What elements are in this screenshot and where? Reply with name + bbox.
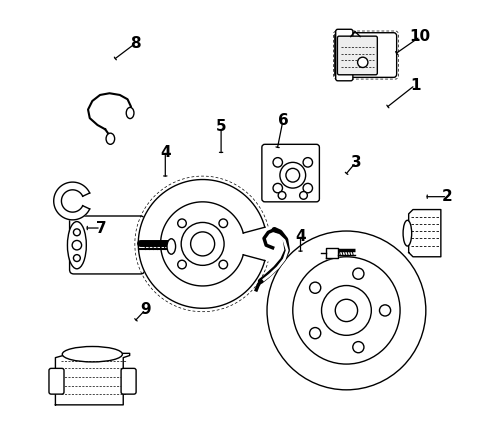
FancyBboxPatch shape	[49, 368, 64, 394]
Circle shape	[74, 254, 80, 261]
FancyBboxPatch shape	[70, 216, 145, 274]
Circle shape	[280, 162, 305, 188]
Circle shape	[273, 158, 282, 167]
Circle shape	[303, 158, 312, 167]
Circle shape	[181, 222, 224, 265]
Circle shape	[72, 241, 82, 250]
Polygon shape	[55, 353, 130, 405]
Circle shape	[303, 183, 312, 193]
FancyBboxPatch shape	[121, 368, 136, 394]
Text: 1: 1	[410, 78, 420, 92]
Circle shape	[178, 260, 186, 269]
Text: 2: 2	[442, 189, 453, 204]
Ellipse shape	[68, 222, 86, 269]
Text: 8: 8	[130, 36, 141, 51]
Text: 5: 5	[216, 119, 226, 134]
Circle shape	[286, 168, 300, 182]
Circle shape	[219, 219, 228, 228]
FancyBboxPatch shape	[336, 29, 353, 81]
Polygon shape	[326, 248, 338, 257]
FancyBboxPatch shape	[337, 36, 377, 75]
Ellipse shape	[403, 220, 412, 246]
Circle shape	[191, 232, 215, 256]
Circle shape	[273, 183, 282, 193]
Ellipse shape	[126, 108, 134, 118]
Text: 3: 3	[351, 155, 361, 170]
Circle shape	[74, 229, 80, 236]
FancyBboxPatch shape	[335, 33, 397, 77]
Circle shape	[278, 191, 286, 199]
Text: 9: 9	[140, 302, 151, 317]
Text: 7: 7	[96, 220, 106, 235]
FancyBboxPatch shape	[262, 144, 320, 202]
Ellipse shape	[167, 239, 175, 254]
Circle shape	[178, 219, 186, 228]
Text: 4: 4	[295, 229, 306, 244]
Polygon shape	[54, 182, 90, 220]
Circle shape	[300, 191, 307, 199]
Polygon shape	[409, 210, 441, 257]
Text: 4: 4	[160, 145, 171, 160]
Text: 10: 10	[410, 29, 431, 44]
Ellipse shape	[62, 346, 122, 362]
Ellipse shape	[106, 133, 114, 144]
Polygon shape	[138, 180, 265, 308]
Circle shape	[219, 260, 228, 269]
Circle shape	[358, 57, 368, 67]
Circle shape	[267, 231, 426, 390]
Text: 6: 6	[278, 113, 288, 128]
